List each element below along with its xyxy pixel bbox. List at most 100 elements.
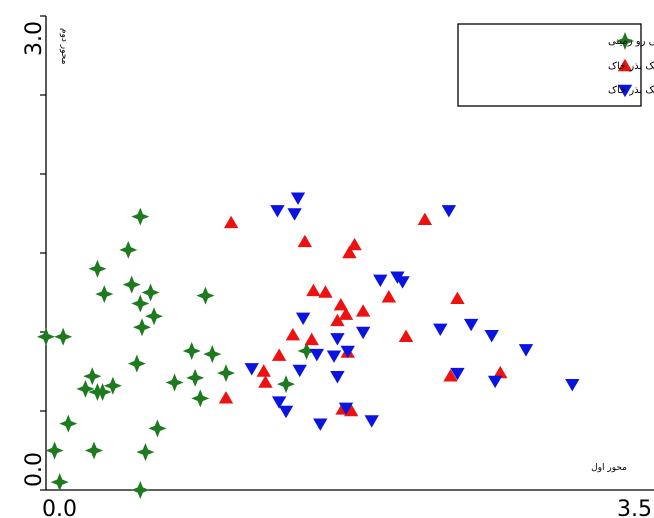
data-point-ground-vegetation (297, 341, 316, 360)
data-point-depth-1 (318, 285, 333, 298)
data-point-ground-vegetation (83, 367, 102, 386)
data-point-ground-vegetation (76, 379, 95, 398)
data-point-depth-2 (271, 396, 287, 409)
data-point-ground-vegetation (45, 441, 64, 460)
data-point-depth-1 (417, 212, 433, 226)
legend-marker-depth-2 (617, 84, 633, 98)
data-point-depth-2 (340, 345, 355, 359)
data-point-depth-1 (223, 215, 239, 229)
data-point-ground-vegetation (103, 376, 122, 395)
data-point-ground-vegetation (165, 373, 184, 392)
data-point-depth-1 (256, 364, 271, 377)
data-point-depth-1 (450, 291, 465, 305)
data-point-ground-vegetation (88, 259, 107, 278)
data-point-depth-2 (487, 375, 503, 389)
data-point-depth-1 (258, 375, 273, 388)
data-point-depth-1 (355, 304, 371, 317)
data-point-depth-1 (271, 348, 287, 361)
data-point-depth-2 (441, 205, 457, 218)
data-point-depth-2 (326, 350, 342, 363)
data-point-depth-1 (347, 237, 362, 251)
legend-label-depth-2: عمق دوم (۱۰-۵) بانک بذر خاک (608, 85, 654, 96)
legend-marker-shape (616, 32, 634, 50)
data-point-depth-1 (285, 327, 301, 341)
data-point-depth-2 (270, 205, 285, 218)
data-point-depth-1 (493, 365, 508, 379)
data-point-depth-2 (395, 276, 410, 289)
legend-box (457, 23, 642, 107)
data-point-depth-2 (295, 312, 311, 325)
data-point-ground-vegetation (191, 389, 210, 408)
data-point-ground-vegetation (203, 345, 222, 364)
data-point-ground-vegetation (54, 327, 73, 346)
data-point-depth-2 (244, 363, 259, 376)
data-point-depth-2 (484, 329, 499, 343)
data-point-ground-vegetation (127, 354, 146, 373)
data-point-depth-2 (309, 348, 325, 362)
data-point-ground-vegetation (136, 443, 155, 462)
data-point-ground-vegetation (141, 283, 160, 302)
data-points (37, 192, 580, 499)
x-axis-title: محور اول (591, 463, 627, 473)
y-tick-label-min: 0.0 (22, 452, 47, 487)
data-point-depth-1 (343, 403, 359, 417)
data-point-depth-2 (278, 405, 294, 419)
x-tick-label-min: 0.0 (42, 497, 77, 518)
legend-label-ground-vegetation: پوشش گیاهی رو زمینی (608, 35, 654, 47)
data-point-ground-vegetation (122, 275, 141, 294)
data-point-depth-1 (333, 297, 349, 311)
data-point-depth-2 (290, 192, 306, 205)
y-axis-title: محور دوم (59, 28, 69, 65)
data-point-ground-vegetation (50, 473, 69, 492)
data-point-depth-2 (292, 364, 307, 378)
data-point-ground-vegetation (59, 414, 78, 433)
data-point-ground-vegetation (277, 375, 295, 394)
legend-marker-shape (617, 84, 633, 98)
data-point-depth-1 (297, 234, 313, 248)
data-point-depth-1 (330, 313, 345, 327)
data-point-depth-1 (304, 332, 319, 346)
data-point-depth-2 (330, 371, 345, 384)
data-point-ground-vegetation (85, 441, 103, 460)
legend-label-depth-1: عمق اول (۰-۵) بانک بذر خاک (608, 61, 654, 72)
data-point-depth-1 (398, 329, 414, 342)
data-point-depth-1 (443, 369, 458, 382)
data-point-ground-vegetation (186, 368, 205, 387)
legend: پوشش گیاهی رو زمینی عمق اول (۰-۵) بانک ب… (457, 23, 654, 107)
data-point-ground-vegetation (119, 240, 138, 259)
data-point-depth-2 (373, 274, 388, 288)
data-point-depth-2 (463, 318, 479, 332)
data-point-depth-2 (287, 208, 302, 221)
data-point-depth-1 (342, 245, 357, 259)
data-point-depth-2 (450, 367, 465, 381)
data-point-depth-1 (218, 391, 234, 404)
data-point-depth-2 (313, 418, 328, 431)
data-point-depth-2 (565, 378, 580, 392)
data-point-ground-vegetation (37, 327, 55, 346)
data-point-depth-1 (338, 307, 354, 320)
data-point-depth-2 (433, 323, 448, 337)
data-point-ground-vegetation (196, 286, 215, 305)
data-point-ground-vegetation (93, 383, 112, 402)
data-point-ground-vegetation (95, 285, 114, 304)
data-point-ground-vegetation (217, 364, 235, 383)
data-point-ground-vegetation (148, 419, 167, 438)
data-point-depth-1 (306, 283, 321, 297)
data-point-ground-vegetation (131, 481, 150, 499)
legend-marker-ground-vegetation (616, 32, 634, 50)
data-point-ground-vegetation (133, 318, 151, 337)
x-tick-label-max: 3.5 (617, 497, 652, 518)
data-point-ground-vegetation (131, 207, 150, 226)
data-point-depth-2 (355, 326, 371, 340)
data-point-depth-2 (518, 344, 534, 357)
legend-marker-shape (617, 58, 633, 72)
y-tick-label-max: 3.0 (22, 21, 47, 56)
data-point-depth-1 (381, 290, 397, 303)
data-point-ground-vegetation (182, 341, 201, 360)
legend-marker-depth-1 (617, 58, 633, 72)
data-point-ground-vegetation (131, 294, 150, 313)
data-point-ground-vegetation (145, 307, 163, 326)
data-point-depth-2 (330, 333, 345, 346)
data-point-depth-2 (338, 402, 354, 416)
